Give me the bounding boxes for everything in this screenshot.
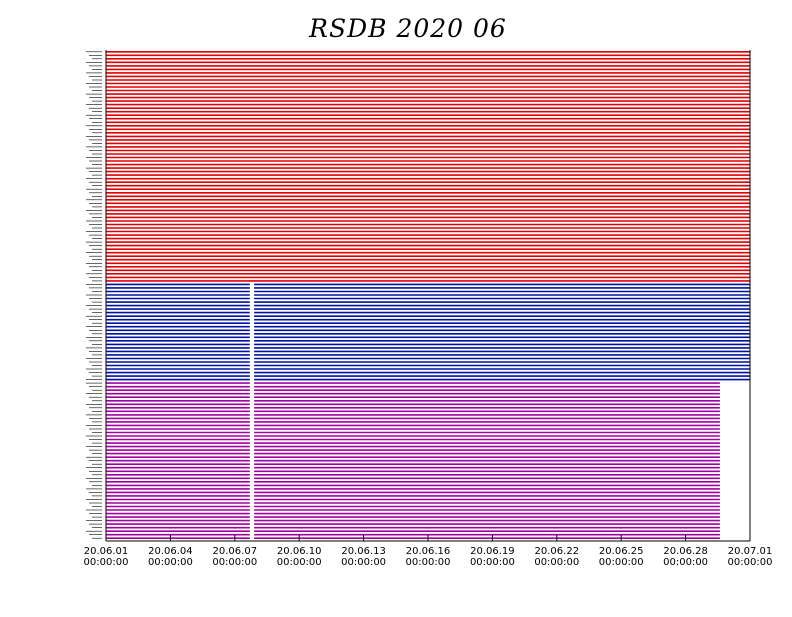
x-tick-label-date: 20.06.01	[84, 546, 129, 557]
rows-layer	[86, 51, 750, 539]
x-tick-label-time: 00:00:00	[212, 557, 257, 568]
x-tick-label-date: 20.06.28	[663, 546, 708, 557]
x-tick-label-time: 00:00:00	[663, 557, 708, 568]
x-tick-label-date: 20.06.10	[277, 546, 322, 557]
x-tick-label-date: 20.06.25	[599, 546, 644, 557]
x-axis: 20.06.0100:00:0020.06.0400:00:0020.06.07…	[84, 50, 773, 568]
chart-title: RSDB 2020 06	[308, 14, 507, 43]
x-tick-label-time: 00:00:00	[599, 557, 644, 568]
x-tick-label-date: 20.06.19	[470, 546, 515, 557]
x-tick-label-time: 00:00:00	[406, 557, 451, 568]
row-group-3	[86, 382, 720, 539]
x-tick-label-time: 00:00:00	[728, 557, 773, 568]
x-tick-label-date: 20.07.01	[728, 546, 773, 557]
x-tick-label-date: 20.06.16	[406, 546, 451, 557]
x-tick-label-date: 20.06.07	[213, 546, 258, 557]
x-tick-label-date: 20.06.04	[148, 546, 193, 557]
row-group-2	[86, 283, 750, 381]
x-tick-label-time: 00:00:00	[341, 557, 386, 568]
x-tick-label-time: 00:00:00	[148, 557, 193, 568]
x-tick-label-time: 00:00:00	[84, 557, 129, 568]
x-tick-label-time: 00:00:00	[277, 557, 322, 568]
x-tick-label-time: 00:00:00	[534, 557, 579, 568]
x-tick-label-date: 20.06.22	[535, 546, 580, 557]
x-tick-label-date: 20.06.13	[341, 546, 386, 557]
row-group-1	[86, 51, 750, 282]
x-tick-label-time: 00:00:00	[470, 557, 515, 568]
